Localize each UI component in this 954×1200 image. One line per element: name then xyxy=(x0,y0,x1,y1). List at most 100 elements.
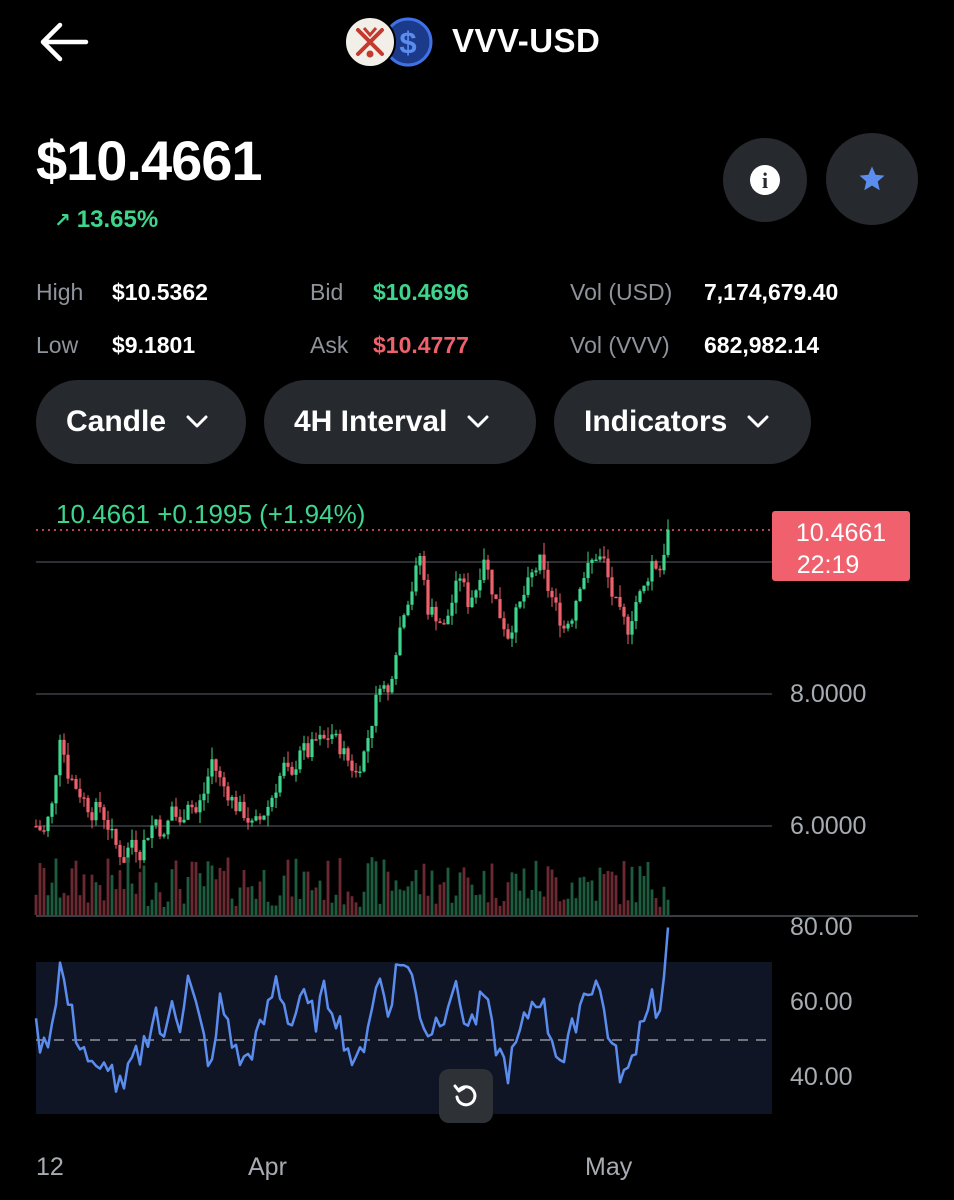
vol-base-value: 682,982.14 xyxy=(704,332,820,358)
back-button[interactable] xyxy=(38,20,90,64)
candle xyxy=(634,602,638,622)
volume-bar xyxy=(370,857,374,915)
volume-bar xyxy=(270,905,274,915)
candle xyxy=(450,602,454,616)
info-glyph: i xyxy=(762,168,768,193)
candle xyxy=(446,615,450,625)
candle xyxy=(294,769,298,775)
candle xyxy=(326,738,330,740)
candle xyxy=(546,569,550,591)
candle xyxy=(98,801,102,808)
candle xyxy=(218,770,222,778)
x-tick-label: Apr xyxy=(248,1153,287,1181)
candle xyxy=(478,580,482,591)
volume-bar xyxy=(430,870,434,915)
candle xyxy=(182,819,186,823)
volume-bar xyxy=(570,882,574,915)
chevron-down-icon xyxy=(186,415,208,428)
candle xyxy=(522,594,526,602)
candle xyxy=(350,760,354,771)
arrow-left-icon xyxy=(40,22,89,62)
candle xyxy=(34,826,38,828)
chevron-down-icon xyxy=(467,415,489,428)
chart-type-dropdown[interactable]: Candle xyxy=(36,380,246,464)
candle xyxy=(578,588,582,601)
candle xyxy=(70,778,74,781)
volume-bar xyxy=(438,884,442,915)
volume-layer xyxy=(34,857,670,915)
candle xyxy=(278,775,282,793)
candle xyxy=(102,807,106,820)
volume-bar xyxy=(434,903,438,915)
volume-bar xyxy=(626,900,630,915)
favorite-button[interactable] xyxy=(826,133,918,225)
candle xyxy=(174,806,178,817)
volume-bar xyxy=(74,860,78,915)
candle xyxy=(190,804,194,808)
candle xyxy=(206,776,210,794)
volume-bar xyxy=(658,906,662,915)
volume-bar xyxy=(426,895,430,915)
candle xyxy=(62,739,66,755)
candle xyxy=(66,754,70,779)
volume-bar xyxy=(302,871,306,915)
volume-bar xyxy=(98,885,102,915)
candle xyxy=(610,577,614,597)
volume-bar xyxy=(470,884,474,915)
volume-bar xyxy=(38,863,42,915)
volume-bar xyxy=(382,859,386,915)
candle xyxy=(394,655,398,679)
interval-label: 4H Interval xyxy=(294,405,448,438)
candle xyxy=(106,819,110,830)
candle xyxy=(230,796,234,801)
candle xyxy=(202,793,206,801)
indicators-dropdown[interactable]: Indicators xyxy=(554,380,811,464)
volume-bar xyxy=(198,873,202,915)
volume-bar xyxy=(542,896,546,915)
vol-usd-value: 7,174,679.40 xyxy=(704,279,839,305)
candle xyxy=(406,604,410,616)
candle xyxy=(82,797,86,799)
volume-bar xyxy=(586,881,590,915)
candle xyxy=(402,615,406,628)
volume-bar xyxy=(578,877,582,915)
chart-ohlc-header: 10.4661 +0.1995 (+1.94%) xyxy=(56,499,365,529)
x-tick-label: 12 xyxy=(36,1153,64,1181)
y-tick-label: 6.0000 xyxy=(790,812,866,840)
candle xyxy=(666,529,670,555)
reset-chart-button[interactable] xyxy=(439,1069,493,1123)
candle xyxy=(618,596,622,607)
volume-bar xyxy=(154,882,158,915)
candle xyxy=(650,561,654,582)
candle xyxy=(50,803,54,817)
candle xyxy=(130,839,134,848)
volume-bar xyxy=(594,900,598,915)
candle xyxy=(362,751,366,772)
volume-bar xyxy=(242,870,246,915)
volume-bar xyxy=(526,898,530,915)
volume-bar xyxy=(94,882,98,915)
candle xyxy=(342,748,346,755)
candle xyxy=(482,559,486,581)
chevron-down-icon xyxy=(747,415,769,428)
volume-bar xyxy=(334,894,338,915)
candle xyxy=(626,616,630,635)
candle xyxy=(234,796,238,812)
candles-layer xyxy=(34,519,670,869)
low-label: Low xyxy=(36,332,79,358)
price-change: ↗ 13.65% xyxy=(54,206,158,234)
candle xyxy=(110,828,114,831)
volume-bar xyxy=(342,904,346,915)
y-tick-label: 8.0000 xyxy=(790,680,866,708)
interval-dropdown[interactable]: 4H Interval xyxy=(264,380,536,464)
volume-bar xyxy=(286,859,290,915)
ask-value: $10.4777 xyxy=(373,332,469,358)
price-chart[interactable]: 10.4661 +0.1995 (+1.94%) 10.4661 22:19 8… xyxy=(0,490,954,1200)
volume-bar xyxy=(642,875,646,915)
volume-bar xyxy=(650,889,654,915)
info-button[interactable]: i xyxy=(723,138,807,222)
volume-bar xyxy=(126,857,130,915)
volume-bar xyxy=(42,867,46,915)
candle xyxy=(166,820,170,835)
last-price-tag-value: 10.4661 xyxy=(796,519,886,547)
